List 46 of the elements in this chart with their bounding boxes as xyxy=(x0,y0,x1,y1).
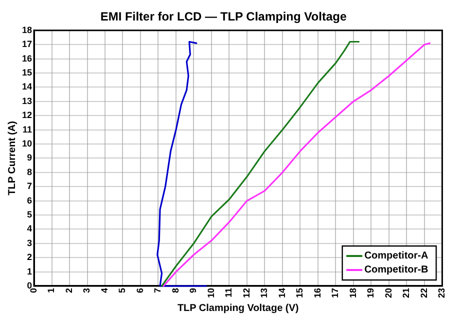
x-tick-label: 15 xyxy=(294,288,305,298)
x-tick-label: 5 xyxy=(117,288,128,294)
y-tick-label: 17 xyxy=(22,39,32,50)
y-tick-label: 7 xyxy=(26,181,32,192)
y-tick-label: 2 xyxy=(26,252,32,262)
x-tick-label: 9 xyxy=(188,288,198,294)
x-tick-label: 7 xyxy=(152,288,163,294)
y-tick-label: 14 xyxy=(22,82,32,92)
x-tick-label: 4 xyxy=(99,288,110,294)
y-tick-label: 10 xyxy=(22,138,32,148)
y-tick-label: 13 xyxy=(22,96,32,106)
x-tick-label: 10 xyxy=(206,288,216,298)
x-tick-label: 16 xyxy=(312,288,322,298)
x-tick-label: 22 xyxy=(418,288,429,298)
y-tick-label: 3 xyxy=(26,238,32,248)
legend-label: Competitor-B xyxy=(364,264,428,276)
y-tick-label: 16 xyxy=(22,53,32,64)
y-tick-label: 5 xyxy=(26,209,32,220)
y-tick-label: 15 xyxy=(22,67,32,78)
x-tick-label: 14 xyxy=(276,288,287,298)
y-axis-title: TLP Current (A) xyxy=(6,121,18,196)
x-tick-label: 17 xyxy=(330,288,340,298)
chart-title: EMI Filter for LCD — TLP Clamping Voltage xyxy=(100,10,347,24)
x-tick-label: 11 xyxy=(224,288,234,298)
x-tick-label: 18 xyxy=(348,288,358,298)
y-tick-label: 8 xyxy=(26,166,32,177)
x-tick-label: 2 xyxy=(64,288,74,294)
x-tick-label: 1 xyxy=(46,288,56,294)
x-tick-label: 23 xyxy=(436,288,447,298)
x-axis-title: TLP Clamping Voltage (V) xyxy=(177,302,299,314)
y-tick-label: 18 xyxy=(22,24,32,35)
legend-label: Competitor-A xyxy=(364,250,428,262)
x-tick-label: 8 xyxy=(170,288,180,294)
x-tick-label: 3 xyxy=(82,288,92,294)
x-tick-label: 12 xyxy=(241,288,252,298)
y-tick-label: 1 xyxy=(26,266,32,276)
y-tick-label: 4 xyxy=(26,224,32,234)
y-tick-label: 12 xyxy=(22,110,32,120)
x-tick-label: 20 xyxy=(383,288,394,298)
x-tick-label: 19 xyxy=(366,288,376,298)
x-tick-label: 6 xyxy=(134,288,145,294)
y-tick-label: 9 xyxy=(26,152,32,163)
x-tick-label: 13 xyxy=(259,288,270,298)
y-tick-label: 11 xyxy=(22,124,32,134)
y-tick-label: 6 xyxy=(26,195,32,206)
x-tick-label: 21 xyxy=(401,288,412,298)
